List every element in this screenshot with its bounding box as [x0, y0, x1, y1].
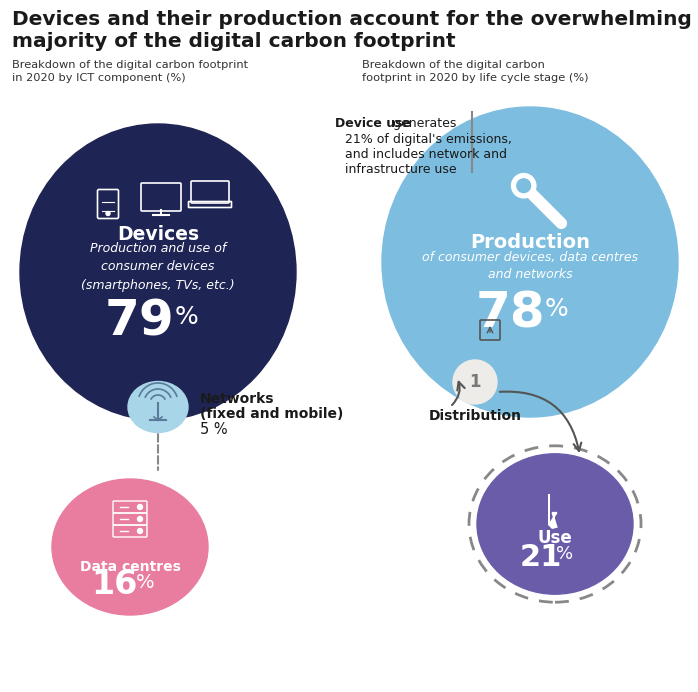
Text: 21: 21 — [520, 543, 562, 572]
Ellipse shape — [382, 107, 678, 417]
Text: 1: 1 — [469, 373, 481, 391]
Text: Networks: Networks — [200, 392, 274, 406]
Circle shape — [138, 504, 142, 509]
Text: infrastructure use: infrastructure use — [345, 163, 456, 176]
Circle shape — [517, 179, 530, 192]
Text: (fixed and mobile): (fixed and mobile) — [200, 407, 343, 421]
Text: Breakdown of the digital carbon footprint: Breakdown of the digital carbon footprin… — [12, 60, 248, 70]
Polygon shape — [549, 494, 557, 528]
Text: Breakdown of the digital carbon: Breakdown of the digital carbon — [362, 60, 545, 70]
FancyArrowPatch shape — [500, 392, 581, 451]
Text: Use: Use — [537, 529, 572, 547]
Circle shape — [138, 529, 142, 534]
FancyArrowPatch shape — [452, 382, 465, 405]
Ellipse shape — [128, 381, 188, 432]
Text: Devices: Devices — [117, 226, 199, 244]
Text: 78: 78 — [475, 290, 545, 338]
Ellipse shape — [52, 479, 208, 615]
Ellipse shape — [20, 124, 296, 420]
Circle shape — [453, 360, 497, 404]
Text: 79: 79 — [105, 298, 175, 346]
Text: and includes network and: and includes network and — [345, 148, 507, 161]
Text: majority of the digital carbon footprint: majority of the digital carbon footprint — [12, 32, 456, 51]
Text: %: % — [174, 305, 198, 329]
Circle shape — [106, 212, 110, 215]
Text: Data centres: Data centres — [80, 560, 181, 574]
Text: in 2020 by ICT component (%): in 2020 by ICT component (%) — [12, 73, 186, 83]
Text: 5 %: 5 % — [200, 423, 228, 437]
Text: Production and use of
consumer devices
(smartphones, TVs, etc.): Production and use of consumer devices (… — [81, 242, 235, 291]
Text: 21% of digital's emissions,: 21% of digital's emissions, — [345, 133, 512, 146]
Text: %: % — [135, 572, 154, 592]
Text: %: % — [544, 297, 568, 321]
Text: of consumer devices, data centres
and networks: of consumer devices, data centres and ne… — [422, 251, 638, 282]
Text: Distribution: Distribution — [429, 409, 521, 423]
Text: Devices and their production account for the overwhelming: Devices and their production account for… — [12, 10, 692, 29]
Text: generates: generates — [389, 117, 456, 130]
Text: Production: Production — [470, 233, 590, 251]
Circle shape — [512, 174, 536, 198]
Ellipse shape — [477, 454, 633, 594]
Text: 16: 16 — [91, 569, 138, 601]
Text: %: % — [556, 545, 574, 563]
Text: Device use: Device use — [335, 117, 411, 130]
Text: footprint in 2020 by life cycle stage (%): footprint in 2020 by life cycle stage (%… — [362, 73, 588, 83]
Circle shape — [138, 516, 142, 522]
